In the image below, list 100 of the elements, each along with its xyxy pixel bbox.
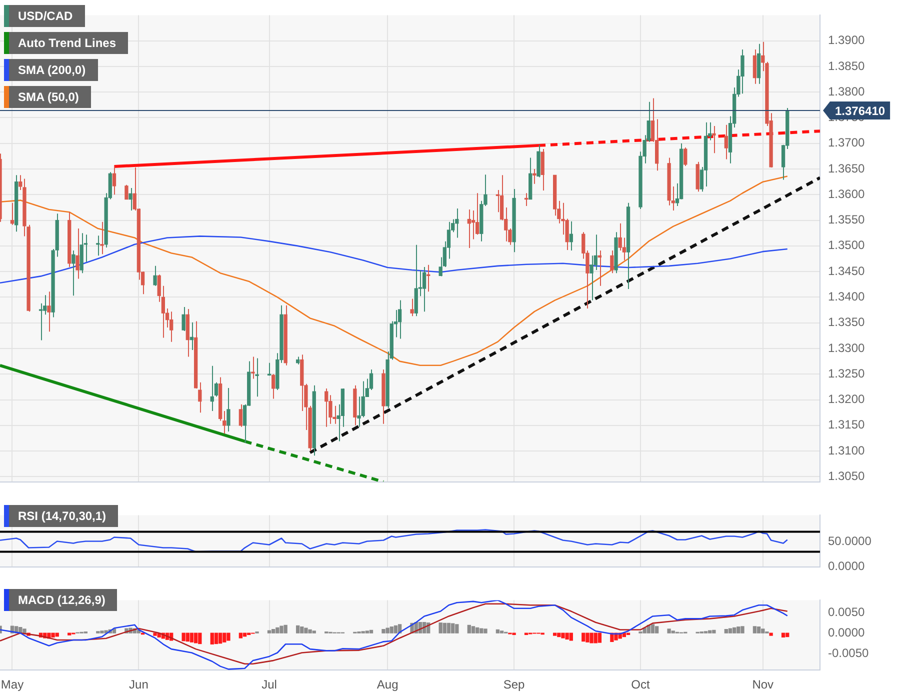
candlestick (100, 221, 104, 255)
ref-line-label: 1.376410 (835, 104, 886, 118)
bar (752, 626, 757, 634)
y-tick-label: 1.3650 (828, 161, 866, 176)
legend-label: RSI (14,70,30,1) (4, 505, 118, 527)
bar (552, 632, 557, 636)
y-tick-label: -0.0050 (828, 646, 870, 660)
bar (276, 627, 280, 634)
bar (761, 628, 765, 634)
x-tick-label: Sep (503, 678, 526, 692)
candlestick (251, 356, 255, 380)
bar (786, 632, 790, 638)
bar (728, 628, 732, 634)
bar (218, 632, 222, 644)
bar (650, 624, 655, 634)
y-tick-label: 0.0050 (828, 604, 866, 619)
bar (100, 630, 104, 634)
bar (524, 632, 528, 636)
bar (238, 632, 243, 638)
bar (569, 632, 573, 641)
y-tick-label: 1.3100 (828, 443, 866, 458)
bar (308, 629, 312, 634)
bar (247, 632, 251, 636)
bar (272, 629, 276, 634)
y-tick-label: 1.3500 (828, 238, 866, 252)
legend-label: USD/CAD (4, 5, 85, 27)
bar (386, 628, 390, 634)
bar (296, 625, 300, 634)
bar (438, 622, 442, 634)
bar (654, 626, 659, 634)
bar (475, 627, 480, 634)
bar (446, 622, 451, 634)
bar (55, 632, 59, 637)
bar (467, 624, 471, 634)
y-tick-label: 1.3700 (828, 136, 866, 150)
bar (153, 632, 157, 636)
bar (561, 632, 565, 638)
bar (496, 629, 500, 634)
bar (712, 630, 716, 634)
bar (222, 632, 226, 642)
y-tick-label: 1.3050 (828, 468, 866, 483)
bar (740, 626, 744, 634)
bar (480, 628, 484, 634)
bar (708, 630, 712, 634)
y-tick-label: 1.3550 (828, 212, 866, 227)
bar (284, 624, 288, 634)
y-tick-label: 1.3600 (828, 186, 866, 201)
bar (769, 632, 773, 636)
bar (51, 632, 55, 638)
bar (190, 632, 194, 642)
bar (280, 626, 284, 634)
y-tick-label: 1.3400 (828, 290, 866, 304)
legend-label: MACD (12,26,9) (4, 589, 118, 611)
x-tick-label: Jun (129, 678, 148, 692)
bar (304, 628, 308, 634)
bar (500, 630, 504, 634)
bar (756, 626, 761, 634)
y-tick-label: 1.3200 (828, 392, 866, 406)
y-tick-label: 1.3900 (828, 33, 866, 48)
y-tick-label: 1.3150 (828, 418, 866, 432)
y-tick-label: 0.0000 (828, 559, 866, 574)
bar (590, 632, 594, 644)
bar (300, 626, 304, 634)
bar (455, 624, 459, 634)
bar (267, 630, 272, 634)
legend-label: SMA (200,0) (4, 59, 98, 81)
bar (557, 632, 561, 638)
bar (442, 622, 447, 634)
bar (182, 632, 186, 642)
x-tick-label: Jul (262, 678, 277, 692)
bar (732, 627, 736, 634)
x-tick-label: Aug (376, 678, 398, 692)
x-tick-label: Oct (631, 678, 650, 692)
bar (242, 632, 247, 637)
bar (312, 630, 316, 634)
bar (112, 628, 116, 634)
bar (626, 632, 630, 636)
bar (484, 628, 488, 634)
y-tick-label: 1.3250 (828, 366, 866, 380)
y-tick-label: 1.3850 (828, 58, 866, 73)
y-tick-label: 1.3350 (828, 315, 866, 330)
bar (186, 632, 190, 642)
bar (582, 632, 586, 642)
bar (226, 632, 230, 641)
bar (210, 632, 214, 644)
y-tick-label: 50.0000 (828, 534, 872, 548)
bar (512, 632, 516, 636)
bar (451, 623, 455, 634)
legend-label: Auto Trend Lines (4, 32, 128, 54)
bar (382, 629, 386, 634)
bar (667, 628, 671, 634)
y-tick-label: 1.3450 (828, 264, 866, 278)
x-tick-label: Nov (752, 678, 774, 692)
bar (365, 630, 369, 634)
y-tick-label: 0.0000 (828, 625, 866, 640)
bar (671, 630, 675, 634)
bar (736, 626, 740, 634)
bar (594, 632, 598, 644)
bar (369, 630, 374, 634)
legend-label: SMA (50,0) (4, 86, 91, 108)
